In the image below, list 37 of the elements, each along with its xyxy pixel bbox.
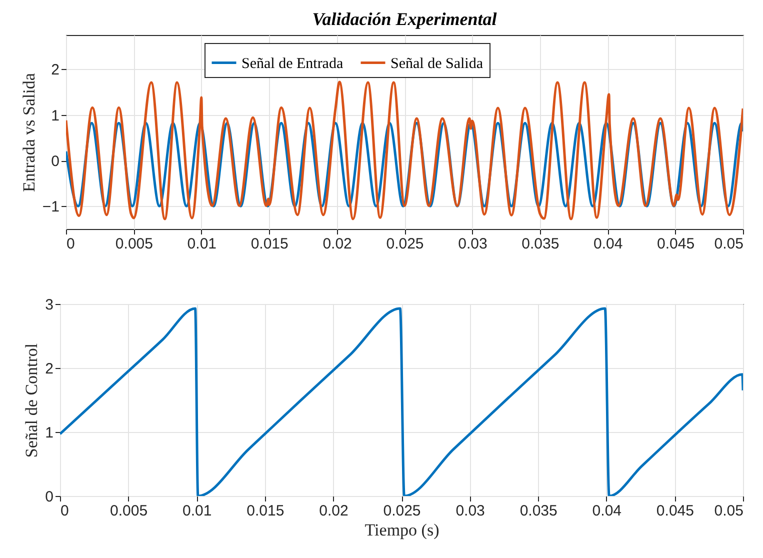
x-tick-label: 0.04	[594, 236, 623, 252]
x-tick-label: 0.03	[456, 502, 485, 520]
x-tick-label: 0.005	[115, 236, 153, 252]
legend-label: Señal de Entrada	[242, 56, 344, 72]
x-tick-label: 0.045	[657, 236, 695, 252]
y-tick-label: 1	[51, 107, 60, 124]
x-axis-title: Tiempo (s)	[364, 520, 440, 540]
y-tick-label: 1	[45, 424, 54, 442]
y-tick-label: 0	[45, 488, 54, 506]
x-tick-label: 0.03	[458, 236, 488, 252]
x-tick-label: 0	[66, 236, 75, 252]
y-tick-label: 3	[45, 296, 54, 314]
x-tick-label: 0.04	[592, 502, 622, 520]
legend-label: Señal de Salida	[390, 56, 484, 72]
y-axis-title: Entrada vs Salida	[19, 72, 38, 192]
x-tick-label: 0.05	[714, 502, 744, 520]
x-tick-label: 0.015	[246, 502, 284, 520]
y-tick-label: 0	[51, 153, 60, 170]
x-tick-label: 0.035	[520, 502, 558, 520]
x-tick-label: 0.025	[383, 502, 421, 520]
line-series	[66, 80, 743, 220]
x-tick-label: 0.05	[714, 236, 744, 252]
y-tick-label: −1	[42, 198, 60, 216]
x-tick-label: 0.005	[110, 502, 148, 520]
x-tick-label: 0.02	[322, 236, 352, 252]
x-tick-label: 0.015	[250, 236, 288, 252]
line-series	[60, 307, 743, 496]
y-tick-label: 2	[45, 360, 54, 378]
x-tick-label: 0.01	[187, 236, 216, 252]
x-tick-label: 0.025	[386, 236, 424, 252]
x-tick-label: 0.035	[522, 236, 560, 252]
x-tick-label: 0.02	[319, 502, 348, 520]
x-tick-label: 0.01	[182, 502, 212, 520]
x-tick-label: 0.045	[656, 502, 694, 520]
chart-title: Validación Experimental	[312, 9, 497, 29]
y-tick-label: 2	[51, 62, 60, 79]
y-axis-title: Señal de Control	[22, 343, 42, 458]
